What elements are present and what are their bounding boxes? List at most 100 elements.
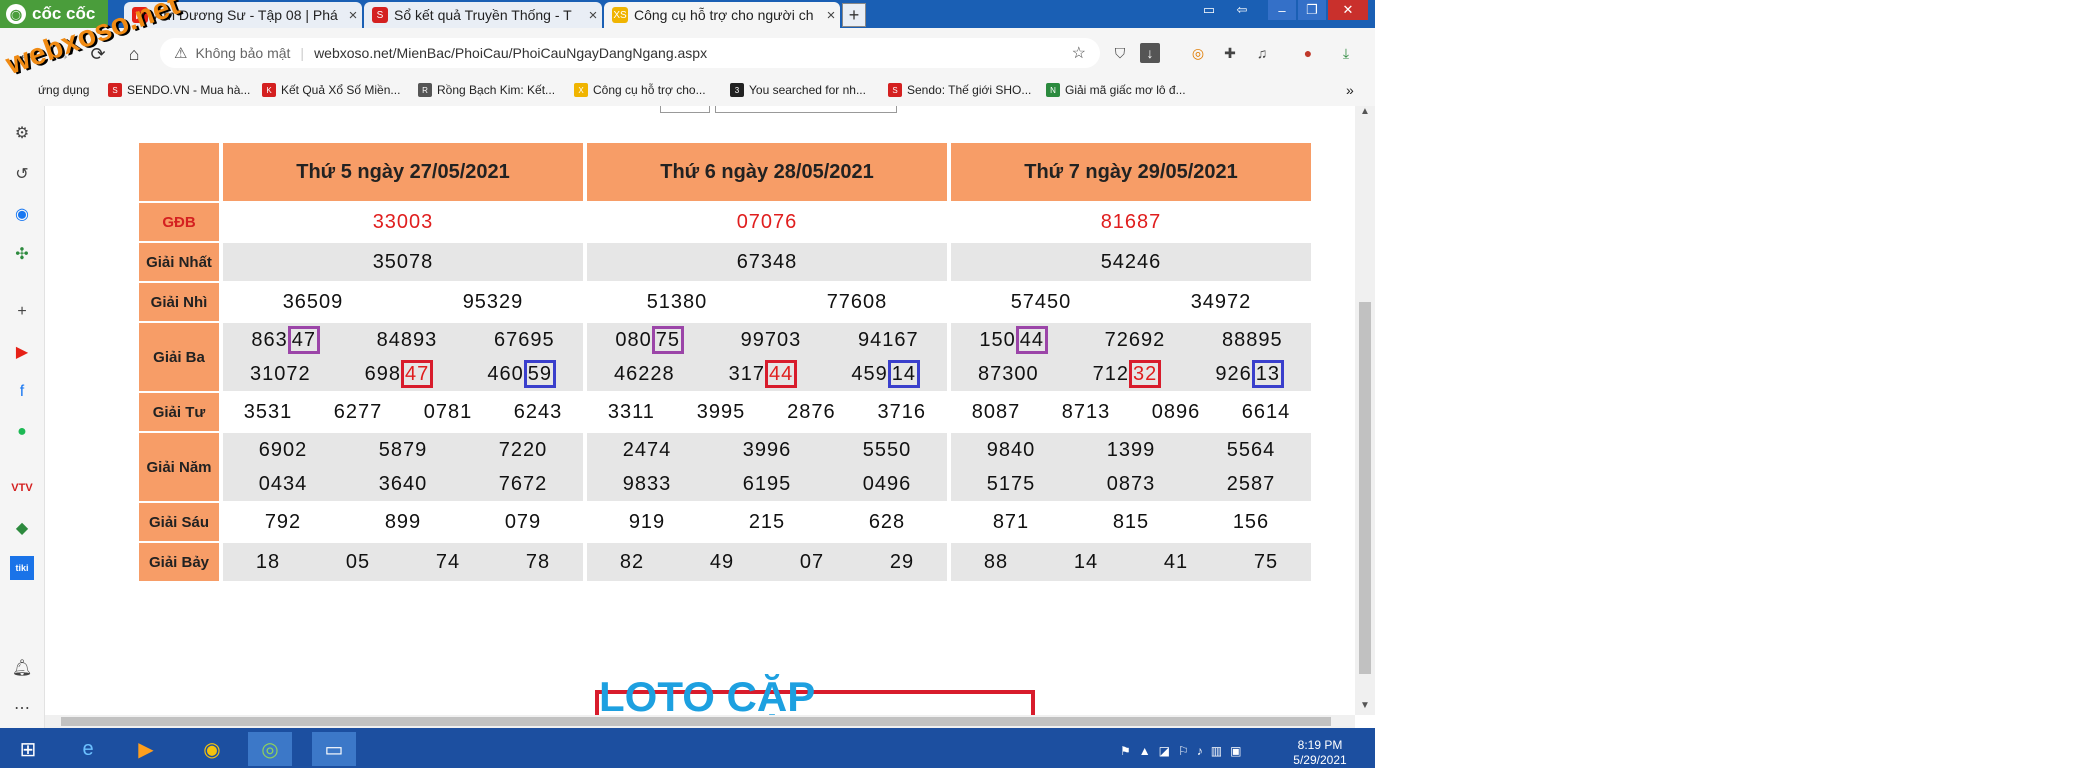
sau-cell: 919 215 628 [587, 503, 947, 541]
coccoc-icon[interactable]: ◎ [248, 732, 292, 766]
bookmark-apps[interactable]: ứng dụng [38, 80, 89, 100]
browser-screen: ◉ cốc cốc ▶ Âm Dương Sư - Tập 08 | Phá ×… [0, 0, 1375, 768]
horizontal-scrollbar[interactable] [45, 715, 1355, 728]
youtube-icon[interactable]: ▶ [15, 344, 29, 361]
close-window-button[interactable]: ✕ [1328, 0, 1368, 20]
profile-icon[interactable]: ● [1303, 45, 1313, 61]
tu-number: 6614 [1241, 400, 1291, 423]
volume-icon[interactable]: ♪ [1196, 744, 1203, 758]
home-icon[interactable]: ⌂ [128, 43, 140, 64]
shield-icon[interactable]: ⛉ [1114, 44, 1126, 61]
xs-icon: X [574, 83, 588, 97]
game-icon[interactable]: ✣ [15, 246, 29, 263]
highlight-box: 13 [1251, 360, 1284, 388]
sendo-icon: S [108, 83, 122, 97]
back-arrow-icon[interactable]: ⇦ [1236, 2, 1248, 17]
close-icon[interactable]: × [348, 6, 358, 24]
tu-number: 8087 [971, 400, 1021, 423]
scroll-up-icon[interactable]: ▲ [1360, 106, 1370, 117]
screenshot-icon[interactable]: ▭ [1202, 2, 1216, 17]
bookmark-rong-bach-kim[interactable]: R Rồng Bạch Kim: Kết... [418, 80, 555, 100]
media-player-icon[interactable]: ▶ [138, 738, 154, 761]
music-icon[interactable]: ♫ [1256, 45, 1268, 61]
browser-brand[interactable]: ◉ cốc cốc [0, 0, 108, 28]
bookmark-sendo[interactable]: S SENDO.VN - Mua hà... [108, 80, 250, 100]
bookmarks-more[interactable]: » [1346, 82, 1354, 98]
more-icon[interactable]: ⋯ [14, 700, 30, 717]
select-stub[interactable] [715, 106, 897, 113]
download-arrow-icon[interactable]: ⤓ [1342, 44, 1350, 61]
forward-icon[interactable]: → [53, 43, 71, 64]
nam-number: 7672 [498, 472, 548, 495]
nhat-cell: 67348 [587, 243, 947, 281]
back-icon[interactable]: ← [17, 43, 35, 64]
bay-cell: 18 05 74 78 [223, 543, 583, 581]
url-divider: | [300, 45, 305, 61]
tab-youtube[interactable]: ▶ Âm Dương Sư - Tập 08 | Phá × [124, 2, 362, 28]
tray-icon-3[interactable]: ◪ [1158, 744, 1170, 758]
nam-number: 5879 [378, 438, 428, 461]
extension-coccoc-icon[interactable]: ◎ [1191, 44, 1205, 61]
tiki-icon[interactable]: tiki [10, 556, 34, 580]
youtube-icon: ▶ [132, 7, 148, 23]
vtv-icon[interactable]: VTV [11, 482, 33, 494]
sau-number: 899 [384, 510, 422, 533]
new-tab-button[interactable]: + [842, 3, 866, 27]
ba-number: 150 44 [979, 326, 1048, 354]
add-icon[interactable]: + [17, 303, 27, 320]
scroll-thumb[interactable] [1359, 302, 1371, 674]
bell-icon[interactable]: 🔔︎ [11, 660, 33, 677]
tray-icon-5[interactable]: ▣ [1230, 744, 1242, 758]
start-button-icon[interactable]: ⊞ [19, 738, 37, 761]
system-tray[interactable]: ⚑ ▲ ◪ ⚐ ♪ ▥ ▣ [1120, 744, 1241, 758]
download-icon[interactable]: ↓ [1140, 43, 1160, 63]
maximize-button[interactable]: ❐ [1298, 0, 1326, 20]
network-icon[interactable]: ▥ [1210, 744, 1223, 758]
puzzle-icon[interactable]: ✚ [1224, 44, 1236, 61]
gear-icon[interactable]: ⚙ [14, 125, 30, 142]
vertical-scrollbar[interactable]: ▲ ▼ [1355, 106, 1375, 715]
facebook-icon[interactable]: f [19, 383, 25, 400]
nam-cell: 6902 5879 7220 0434 3640 7672 [223, 433, 583, 501]
rbk-icon: R [418, 83, 432, 97]
nhat-number: 35078 [372, 250, 434, 273]
chrome-icon[interactable]: ◉ [203, 738, 221, 761]
history-icon[interactable]: ↺ [15, 166, 29, 183]
ie-icon[interactable]: e [82, 737, 94, 760]
nam-number: 1399 [1106, 438, 1156, 461]
tu-number: 6277 [333, 400, 383, 423]
bookmark-ket-qua[interactable]: K Kết Quả Xổ Số Miền... [262, 80, 400, 100]
tab-cong-cu[interactable]: XS Công cụ hỗ trợ cho người ch × [604, 2, 840, 28]
minimize-button[interactable]: – [1268, 0, 1296, 20]
star-icon[interactable]: ☆ [1071, 45, 1086, 62]
clock[interactable]: 8:19 PM 5/29/2021 [1280, 738, 1360, 768]
url-text[interactable]: webxoso.net/MienBac/PhoiCau/PhoiCauNgayD… [314, 45, 708, 61]
tray-icon-2[interactable]: ▲ [1138, 744, 1151, 758]
screen-app-icon[interactable]: ▭ [312, 732, 356, 766]
reload-icon[interactable]: ⟳ [90, 43, 106, 64]
nhi-cell: 57450 34972 [951, 283, 1311, 321]
bookmark-sendo-shop[interactable]: S Sendo: Thế giới SHO... [888, 80, 1031, 100]
tray-icon-4[interactable]: ⚐ [1178, 744, 1189, 758]
turtle-icon[interactable]: ◆ [15, 520, 29, 537]
ba-number-prefix: 150 [979, 329, 1016, 351]
close-icon[interactable]: × [588, 6, 598, 24]
nam-number: 0434 [258, 472, 308, 495]
nhi-cell: 51380 77608 [587, 283, 947, 321]
sau-number: 919 [628, 510, 666, 533]
scroll-down-icon[interactable]: ▼ [1360, 700, 1370, 711]
spotify-icon[interactable]: ● [17, 423, 27, 440]
scroll-thumb[interactable] [61, 717, 1331, 726]
tray-icon-1[interactable]: ⚑ [1120, 744, 1131, 758]
coccoc-logo-icon: ◉ [6, 4, 26, 24]
close-icon[interactable]: × [826, 6, 836, 24]
bookmark-giai-ma[interactable]: N Giải mã giấc mơ lô đ... [1046, 80, 1186, 100]
select-stub[interactable] [660, 106, 710, 113]
url-box[interactable]: ⚠ Không bảo mật | webxoso.net/MienBac/Ph… [160, 38, 1100, 68]
sau-cell: 871 815 156 [951, 503, 1311, 541]
bookmark-365[interactable]: 3 You searched for nh... [730, 80, 866, 100]
bookmark-cong-cu[interactable]: X Công cụ hỗ trợ cho... [574, 80, 706, 100]
tab-so-ket-qua[interactable]: S Sổ kết quả Truyền Thống - T × [364, 2, 602, 28]
messenger-icon[interactable]: ◉ [15, 206, 29, 223]
bookmark-label: You searched for nh... [749, 83, 866, 97]
